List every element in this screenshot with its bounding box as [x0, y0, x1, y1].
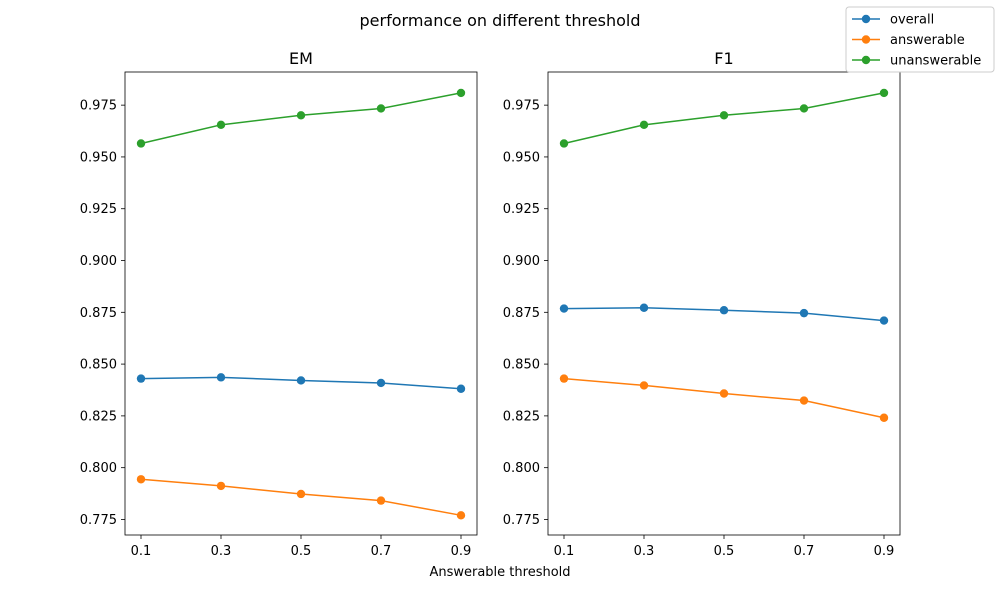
- data-point-answerable: [799, 396, 809, 405]
- data-point-overall: [216, 373, 226, 382]
- y-tick-label: 0.925: [503, 202, 540, 217]
- legend-box: [845, 6, 995, 73]
- data-point-unanswerable: [136, 139, 146, 148]
- data-point-overall: [799, 308, 809, 318]
- panel-f1: F1 0.1 0.3 0.5 0.7 0.9 0.775 0.800 0.825 0.850 0.8…: [503, 49, 901, 559]
- y-tick-label: 0.875: [503, 306, 540, 321]
- legend-marker-answerable: [861, 35, 871, 44]
- data-point-answerable: [559, 374, 569, 383]
- data-point-overall: [136, 374, 146, 383]
- data-point-overall: [559, 304, 569, 313]
- legend-label-unanswerable: unanswerable: [890, 54, 981, 69]
- data-point-unanswerable: [719, 111, 729, 120]
- data-point-unanswerable: [639, 120, 649, 130]
- data-point-unanswerable: [879, 88, 889, 98]
- data-point-unanswerable: [296, 111, 306, 120]
- x-tick-label: 0.9: [874, 544, 895, 559]
- panel-title: EM: [289, 49, 313, 68]
- x-tick-label: 0.1: [554, 544, 575, 559]
- legend-label-answerable: answerable: [890, 33, 965, 48]
- x-tick-label: 0.5: [714, 544, 735, 559]
- data-point-answerable: [639, 381, 649, 390]
- y-tick-label: 0.850: [80, 358, 117, 373]
- x-tick-label: 0.7: [371, 544, 392, 559]
- x-axis-label: Answerable threshold: [429, 565, 570, 580]
- data-point-answerable: [136, 475, 146, 484]
- y-tick-label: 0.825: [80, 409, 117, 424]
- legend-marker-unanswerable: [861, 55, 871, 65]
- x-tick-label: 0.1: [131, 544, 152, 559]
- data-point-unanswerable: [216, 120, 226, 130]
- data-point-answerable: [376, 496, 386, 505]
- legend-label-overall: overall: [890, 13, 934, 28]
- y-tick-label: 0.925: [80, 202, 117, 217]
- data-point-overall: [376, 378, 386, 388]
- axes-frame: [124, 71, 478, 536]
- x-tick-label: 0.3: [211, 544, 232, 559]
- y-tick-label: 0.800: [503, 461, 540, 476]
- legend-marker-overall: [861, 14, 871, 24]
- x-tick-label: 0.5: [291, 544, 312, 559]
- y-tick-label: 0.825: [503, 409, 540, 424]
- chart-suptitle: performance on different threshold: [360, 11, 641, 30]
- y-tick-label: 0.950: [503, 150, 540, 165]
- x-tick-label: 0.7: [794, 544, 815, 559]
- y-tick-label: 0.775: [503, 513, 540, 528]
- data-point-unanswerable: [799, 104, 809, 113]
- data-point-answerable: [216, 481, 226, 491]
- legend: overall answerable unanswerable: [845, 6, 995, 73]
- y-tick-label: 0.900: [80, 254, 117, 269]
- data-point-answerable: [456, 511, 466, 520]
- data-point-answerable: [719, 389, 729, 398]
- data-point-unanswerable: [559, 139, 569, 148]
- y-tick-label: 0.800: [80, 461, 117, 476]
- y-tick-label: 0.875: [80, 306, 117, 321]
- data-point-unanswerable: [376, 104, 386, 113]
- y-tick-label: 0.975: [503, 99, 540, 114]
- x-tick-label: 0.3: [634, 544, 655, 559]
- data-point-overall: [719, 306, 729, 315]
- y-tick-label: 0.900: [503, 254, 540, 269]
- y-tick-label: 0.950: [80, 150, 117, 165]
- data-point-overall: [296, 376, 306, 385]
- data-point-answerable: [296, 489, 306, 499]
- data-point-overall: [879, 316, 889, 325]
- axes-frame: [547, 71, 901, 536]
- y-tick-label: 0.975: [80, 99, 117, 114]
- panel-title: F1: [714, 49, 733, 68]
- x-tick-label: 0.9: [451, 544, 472, 559]
- data-point-unanswerable: [456, 88, 466, 98]
- series-line-answerable: [563, 377, 885, 419]
- data-point-answerable: [879, 413, 889, 422]
- data-point-overall: [639, 303, 649, 312]
- panel-em: EM 0.1 0.3 0.5 0.7 0.9 0.775 0.800 0.825 0.850 0.8…: [80, 49, 478, 559]
- y-tick-label: 0.775: [80, 513, 117, 528]
- y-tick-label: 0.850: [503, 358, 540, 373]
- data-point-overall: [456, 384, 466, 393]
- chart-panels: EM 0.1 0.3 0.5 0.7 0.9 0.775 0.800 0.825 0.850 0.8…: [80, 49, 901, 559]
